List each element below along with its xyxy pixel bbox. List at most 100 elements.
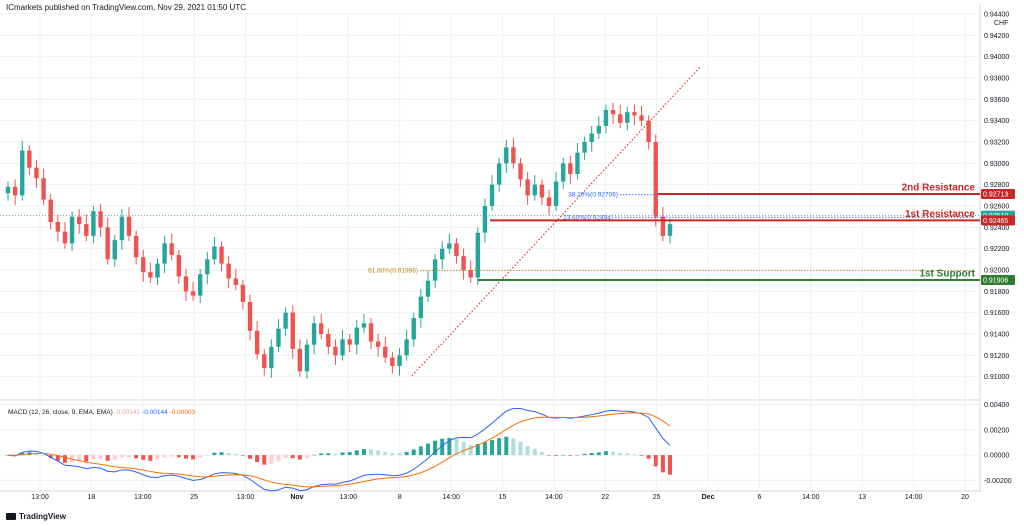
price-tick-label: 0.92600	[984, 204, 1009, 211]
macd-hist-bar	[475, 444, 480, 456]
macd-hist-bar	[361, 448, 366, 456]
candle-body	[617, 114, 623, 123]
candle-body	[475, 232, 481, 278]
macd-hist-bar	[55, 455, 60, 461]
candle-body	[226, 263, 231, 279]
candle-body	[319, 323, 324, 334]
macd-hist-bar	[354, 450, 359, 456]
macd-hist-bar	[269, 455, 274, 464]
tradingview-logo: TradingView	[6, 512, 66, 521]
macd-hist-bar	[497, 438, 502, 456]
macd-tick-label: -0.00200	[984, 478, 1012, 485]
macd-hist-bar	[297, 455, 302, 460]
level-label: 1st Support	[919, 269, 975, 280]
candle-body	[603, 110, 609, 126]
candle-body	[5, 186, 11, 194]
resistance-1-tag: 0.92465	[983, 218, 1008, 225]
macd-hist-bar	[148, 455, 153, 461]
macd-hist-bar	[141, 455, 146, 460]
candle-body	[119, 216, 125, 241]
time-tick-label: 22	[601, 494, 609, 501]
macd-hist-bar	[468, 444, 473, 456]
tradingview-icon	[6, 513, 16, 520]
time-tick-label: 13:00	[134, 494, 152, 501]
candle-body	[183, 276, 189, 292]
candle-body	[176, 255, 182, 277]
macd-hist-bar	[418, 446, 423, 456]
candle-body	[76, 216, 82, 225]
price-tick-label: 0.91600	[984, 310, 1009, 317]
macd-hist-bar	[91, 455, 96, 460]
candle-body	[297, 348, 303, 372]
support-1-tag: 0.91906	[983, 278, 1008, 285]
macd-tick-label: 0.00400	[984, 402, 1009, 409]
candle-body	[48, 199, 53, 222]
macd-hist-bar	[369, 449, 374, 456]
time-tick-label: 8	[398, 494, 402, 501]
macd-hist-bar	[390, 453, 395, 456]
candle-body	[333, 346, 338, 356]
candle-body	[326, 334, 331, 347]
candle-body	[454, 243, 459, 257]
macd-hist-bar	[183, 455, 188, 459]
time-tick-label: Nov	[290, 494, 303, 501]
fib-level-label: 38.20%(0.92706)	[568, 192, 618, 199]
macd-hist-bar	[290, 455, 295, 459]
macd-tick-label: 0.00200	[984, 427, 1009, 434]
macd-hist-bar	[155, 455, 160, 460]
macd-hist-bar	[461, 441, 466, 456]
macd-hist-bar	[646, 455, 651, 459]
macd-hist-bar	[532, 448, 537, 456]
price-tick-label: 0.92000	[984, 268, 1009, 275]
time-tick-label: 18	[87, 494, 95, 501]
macd-hist-bar	[20, 452, 25, 456]
macd-hist-bar	[84, 455, 89, 462]
macd-hist-bar	[561, 455, 566, 456]
macd-hist-bar	[539, 452, 544, 456]
macd-hist-bar	[255, 455, 260, 463]
macd-hist-bar	[70, 455, 75, 462]
macd-legend-part: -0.00141	[115, 409, 142, 416]
candle-body	[219, 246, 224, 264]
macd-hist-bar	[240, 455, 245, 456]
candle-body	[148, 272, 153, 278]
macd-hist-bar	[340, 452, 345, 456]
macd-legend-part: -0.00144	[142, 409, 169, 416]
fib-level-label: 23.60%(0.92494)	[563, 214, 613, 221]
time-tick-label: 13:00	[31, 494, 49, 501]
macd-hist-bar	[482, 442, 487, 456]
macd-hist-bar	[169, 455, 174, 457]
fib-level-label: 61.80%(0.91996)	[368, 267, 418, 274]
macd-hist-bar	[660, 455, 665, 473]
candle-body	[418, 296, 424, 318]
candle-body	[262, 354, 267, 369]
candle-body	[390, 357, 395, 366]
candle-body	[233, 278, 238, 285]
macd-hist-bar	[618, 452, 623, 456]
candle-body	[397, 355, 402, 366]
resistance-2-tag-bg	[981, 188, 1015, 199]
time-tick-label: 15	[499, 494, 507, 501]
candle-body	[589, 133, 594, 142]
macd-hist-bar	[668, 455, 672, 475]
macd-hist-bar	[98, 455, 103, 459]
macd-hist-bar	[326, 453, 331, 456]
candle-body	[568, 163, 573, 174]
candle-body	[212, 246, 217, 260]
macd-hist-bar	[425, 443, 430, 456]
macd-hist-bar	[226, 453, 231, 456]
macd-hist-bar	[248, 455, 253, 459]
macd-hist-bar	[319, 453, 324, 456]
candle-body	[518, 163, 523, 180]
candle-body	[141, 257, 146, 273]
candle-body	[511, 147, 516, 164]
time-tick-label: 14:00	[905, 494, 923, 501]
candle-body	[105, 227, 110, 260]
macd-hist-bar	[440, 438, 445, 456]
macd-hist-bar	[568, 455, 573, 456]
candle-body	[290, 312, 295, 349]
time-tick-label: 14:00	[442, 494, 460, 501]
price-tick-label: 0.91400	[984, 332, 1009, 339]
macd-hist-bar	[454, 439, 459, 456]
